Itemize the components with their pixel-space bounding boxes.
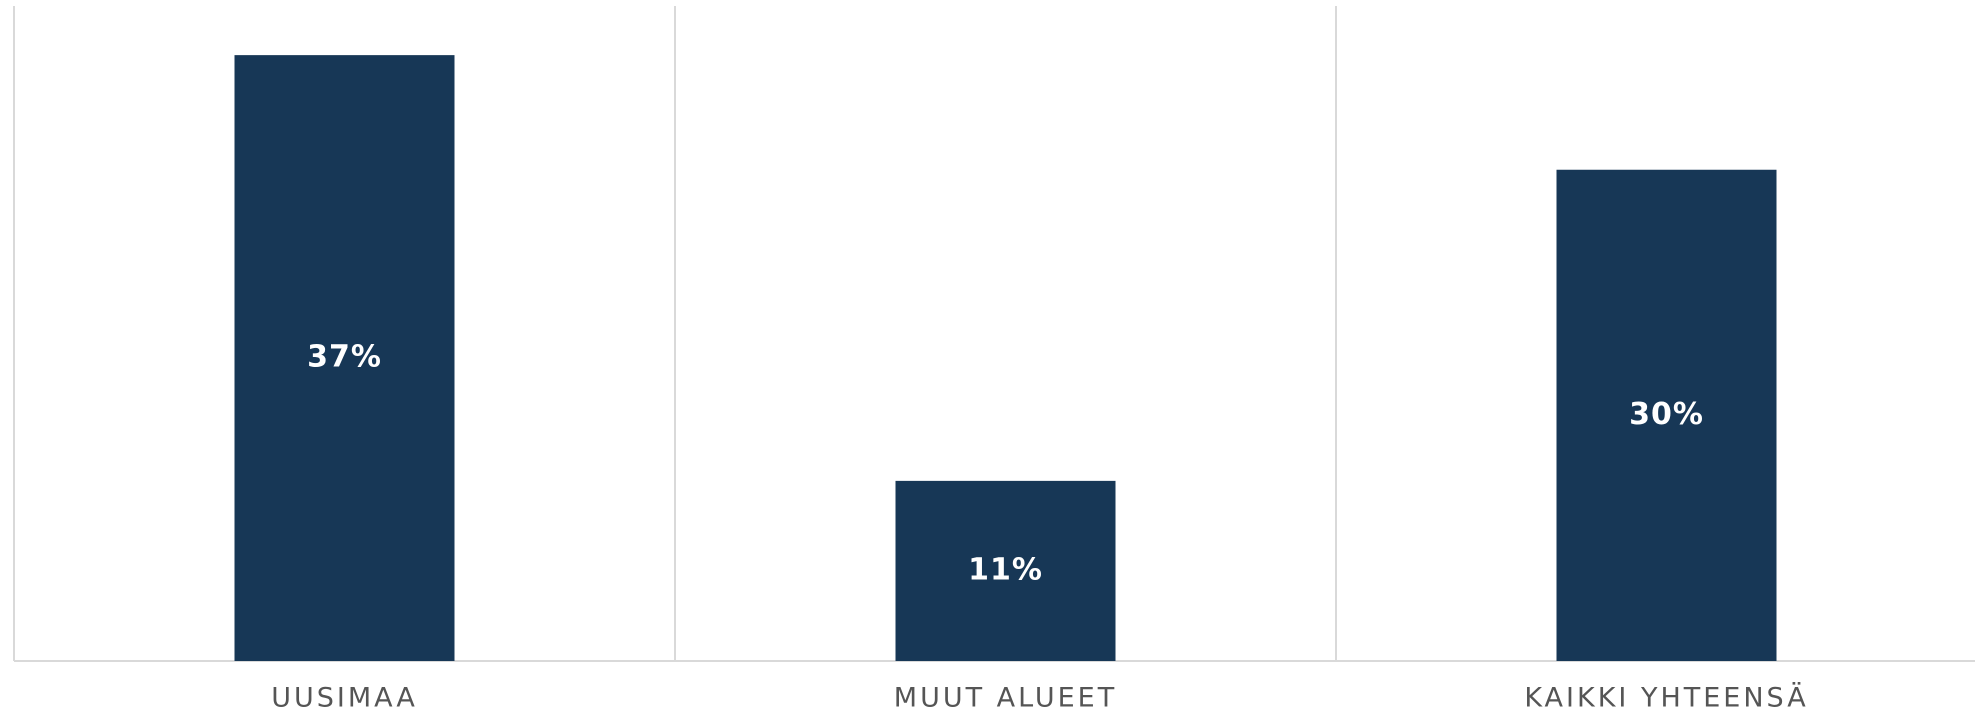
category-label: UUSIMAA	[271, 683, 418, 714]
bar	[1556, 169, 1777, 661]
bar	[895, 480, 1116, 661]
value-label: 11%	[968, 552, 1043, 587]
category-label: MUUT ALUEET	[894, 683, 1117, 714]
category-label: KAIKKI YHTEENSÄ	[1524, 682, 1808, 714]
value-label: 37%	[307, 340, 382, 375]
value-label: 30%	[1629, 397, 1704, 432]
bar	[234, 55, 455, 661]
